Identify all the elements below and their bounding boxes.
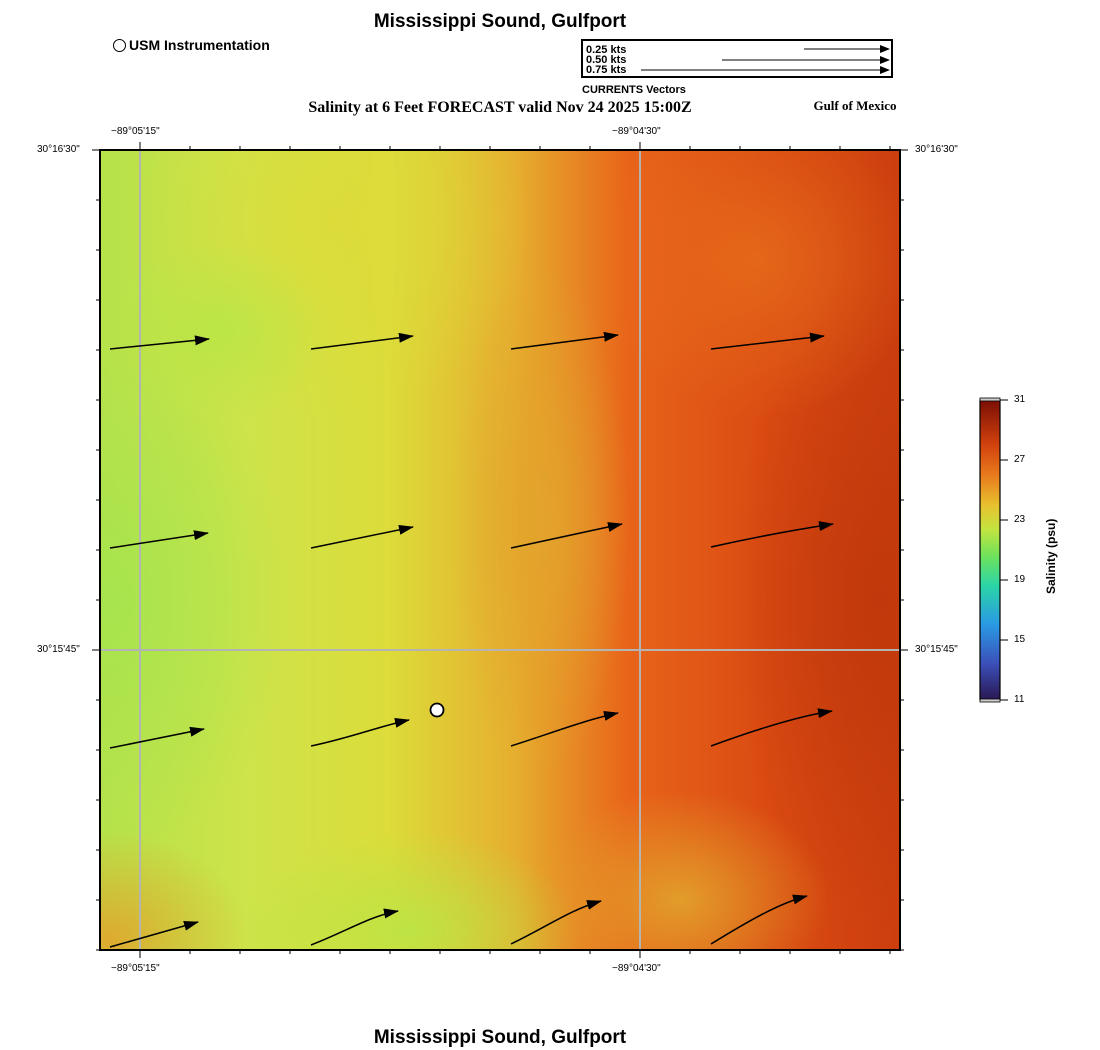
colorbar-tick-label: 27	[1014, 454, 1026, 465]
vector-legend-label-2: 0.50 kts	[586, 54, 627, 66]
lat-tick-label-right-1: 30°16'30"	[915, 144, 958, 155]
lon-tick-label-top-2: −89°04'30"	[612, 126, 661, 137]
vector-legend-caption: CURRENTS Vectors	[582, 84, 686, 96]
salinity-field	[100, 150, 900, 950]
vector-legend-arrows	[641, 45, 890, 74]
region-label: Gulf of Mexico	[813, 98, 897, 113]
colorbar-tick-label: 23	[1014, 514, 1026, 525]
colorbar	[979, 399, 1001, 701]
frame-ticks	[92, 142, 908, 958]
current-vector	[710, 708, 833, 747]
current-vectors	[109, 331, 834, 948]
current-vector	[310, 332, 414, 350]
map-title: Mississippi Sound, Gulfport	[373, 11, 627, 32]
current-vector	[310, 908, 399, 946]
current-vector	[109, 726, 205, 749]
footer-title: Mississippi Sound, Gulfport	[373, 1027, 627, 1048]
vector-legend-label-1: 0.25 kts	[586, 44, 627, 56]
colorbar-tick-label: 11	[1014, 694, 1025, 705]
current-vector	[109, 921, 199, 948]
lon-tick-label-bottom-1: −89°05'15"	[111, 963, 160, 974]
current-vector	[109, 530, 209, 549]
colorbar-tick-label: 19	[1014, 574, 1026, 585]
colorbar-title: Salinity (psu)	[1044, 518, 1058, 594]
colorbar-tick-label: 15	[1014, 634, 1026, 645]
current-vector	[310, 524, 414, 549]
map-subtitle: Salinity at 6 Feet FORECAST valid Nov 24…	[308, 99, 692, 116]
usm-station-marker[interactable]	[429, 702, 445, 718]
graticule	[100, 150, 900, 950]
vector-legend: 0.25 kts 0.50 kts 0.75 kts	[581, 39, 893, 78]
current-vector	[109, 335, 210, 350]
current-vector	[710, 894, 808, 945]
lat-tick-label-right-2: 30°15'45"	[915, 644, 958, 655]
lat-tick-label-left-1: 30°16'30"	[37, 144, 80, 155]
current-vector	[510, 522, 623, 549]
current-vector	[510, 711, 619, 747]
lat-tick-label-left-2: 30°15'45"	[37, 644, 80, 655]
circle-marker-icon	[113, 38, 126, 52]
vector-legend-label-3: 0.75 kts	[586, 64, 627, 76]
station-legend-label: USM Instrumentation	[129, 37, 270, 53]
lon-tick-label-top-1: −89°05'15"	[111, 126, 160, 137]
current-vector	[710, 521, 834, 548]
current-vector	[510, 900, 602, 945]
station-legend: USM Instrumentation	[113, 37, 270, 53]
current-vector	[310, 717, 410, 747]
current-vector	[710, 332, 825, 350]
current-vector	[510, 331, 619, 350]
colorbar-ticks	[1000, 399, 1008, 701]
colorbar-tick-label: 31	[1014, 394, 1026, 405]
lon-tick-label-bottom-2: −89°04'30"	[612, 963, 661, 974]
